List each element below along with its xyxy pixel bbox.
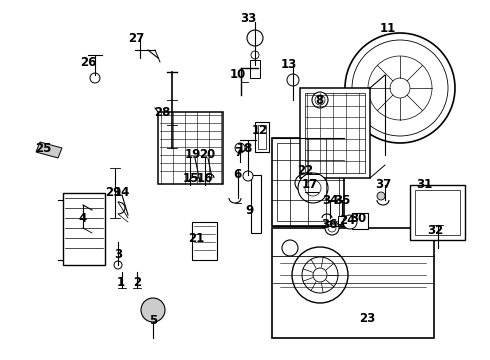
Bar <box>338 216 348 224</box>
Circle shape <box>377 192 385 200</box>
Text: 11: 11 <box>380 22 396 35</box>
Bar <box>352 213 368 229</box>
Bar <box>300 88 370 178</box>
Text: 2: 2 <box>133 275 141 288</box>
Text: 25: 25 <box>35 141 51 154</box>
Bar <box>272 138 344 226</box>
Circle shape <box>298 173 328 203</box>
Text: 29: 29 <box>105 186 121 199</box>
Circle shape <box>292 247 348 303</box>
Circle shape <box>343 215 357 229</box>
Text: 9: 9 <box>245 203 253 216</box>
Text: 28: 28 <box>154 105 170 118</box>
Circle shape <box>90 73 100 83</box>
Text: 10: 10 <box>230 68 246 81</box>
Text: 12: 12 <box>252 123 268 136</box>
Circle shape <box>325 221 339 235</box>
Text: 34: 34 <box>322 194 338 207</box>
Text: 19: 19 <box>185 148 201 162</box>
Text: 33: 33 <box>240 12 256 24</box>
Text: 17: 17 <box>302 179 318 192</box>
Circle shape <box>282 240 298 256</box>
Circle shape <box>315 95 325 105</box>
Circle shape <box>114 261 122 269</box>
Circle shape <box>305 180 321 196</box>
Text: 31: 31 <box>416 179 432 192</box>
Bar <box>277 143 339 221</box>
Text: 27: 27 <box>128 31 144 45</box>
Circle shape <box>313 268 327 282</box>
Circle shape <box>352 40 448 136</box>
Bar <box>410 185 465 240</box>
Bar <box>415 190 460 235</box>
Text: 1: 1 <box>117 275 125 288</box>
Text: 30: 30 <box>350 211 366 225</box>
Circle shape <box>235 143 245 153</box>
Circle shape <box>302 257 338 293</box>
Text: 14: 14 <box>114 186 130 199</box>
Circle shape <box>141 298 165 322</box>
Bar <box>255 122 269 152</box>
Text: 35: 35 <box>334 194 350 207</box>
Text: 37: 37 <box>375 179 391 192</box>
Bar <box>158 112 223 184</box>
Text: 18: 18 <box>237 141 253 154</box>
Circle shape <box>243 171 253 181</box>
Text: 7: 7 <box>234 145 242 158</box>
Text: 6: 6 <box>233 168 241 181</box>
Text: 24: 24 <box>339 213 355 226</box>
Bar <box>251 175 261 233</box>
Text: 8: 8 <box>315 94 323 107</box>
Bar <box>192 222 217 260</box>
Text: 21: 21 <box>188 231 204 244</box>
Circle shape <box>390 78 410 98</box>
Text: 26: 26 <box>80 55 96 68</box>
Bar <box>63 193 105 265</box>
Bar <box>272 228 434 338</box>
Text: 15: 15 <box>183 171 199 184</box>
Text: 5: 5 <box>149 314 157 327</box>
Circle shape <box>287 74 299 86</box>
Text: 13: 13 <box>281 58 297 72</box>
Circle shape <box>345 33 455 143</box>
Text: 32: 32 <box>427 224 443 237</box>
Circle shape <box>328 224 336 232</box>
Bar <box>258 125 266 149</box>
Circle shape <box>251 51 259 59</box>
Circle shape <box>368 56 432 120</box>
Text: 4: 4 <box>79 211 87 225</box>
Bar <box>250 60 260 78</box>
Bar <box>305 93 365 173</box>
Circle shape <box>247 30 263 46</box>
Circle shape <box>312 92 328 108</box>
Text: 20: 20 <box>199 148 215 162</box>
Text: 3: 3 <box>114 248 122 261</box>
Text: 22: 22 <box>297 163 313 176</box>
Text: 23: 23 <box>359 311 375 324</box>
Text: 36: 36 <box>321 219 337 231</box>
Text: 16: 16 <box>197 171 213 184</box>
Polygon shape <box>36 142 62 158</box>
